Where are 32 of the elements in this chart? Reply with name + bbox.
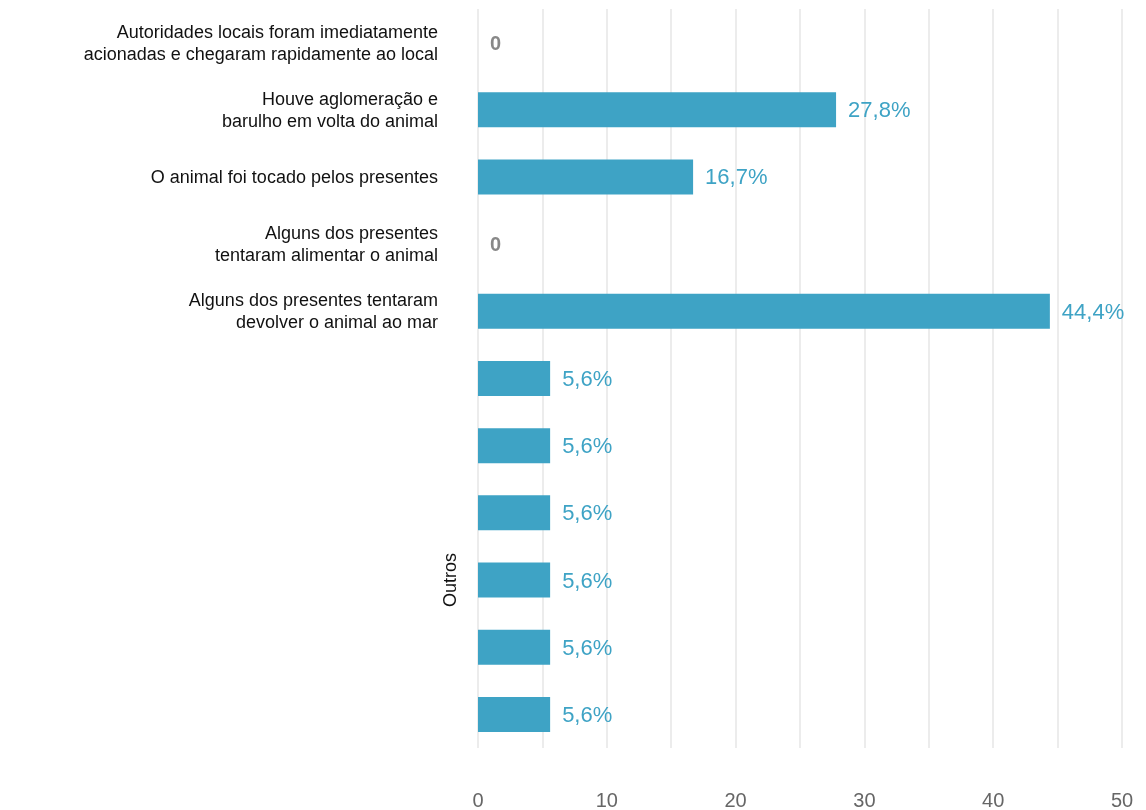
bar: [478, 495, 551, 531]
bar: [478, 696, 551, 732]
bar: [478, 293, 1050, 329]
x-tick-label: 40: [982, 789, 1005, 810]
bar: [478, 562, 551, 598]
bar: [478, 361, 551, 396]
bar: [478, 629, 551, 665]
bar: [478, 428, 551, 464]
bar: [478, 92, 837, 128]
y-tick-label: Houve aglomeração e barulho em volta do animal: [221, 88, 438, 131]
data-label: 0: [490, 233, 502, 256]
text: Outros: [440, 553, 460, 608]
x-tick-label: 0: [472, 789, 484, 810]
y-tick-label: Autoridades locais foram imediatamente acionadas e chegaram rapidamente ao local: [83, 21, 438, 64]
data-label: 5,6%: [562, 567, 613, 593]
y-tick-label: O animal foi tocado pelos presentes: [150, 166, 438, 187]
x-tick-label: 30: [853, 789, 876, 810]
data-label: 16,7%: [705, 164, 768, 190]
y-tick-label: Alguns dos presentes tentaram devolver o animal ao mar: [188, 290, 438, 333]
bar: [478, 159, 694, 195]
data-label: 5,6%: [562, 500, 613, 526]
y-tick-label: Alguns dos presentes tentaram alimentar o animal: [214, 223, 438, 266]
x-tick-label: 50: [1110, 789, 1134, 810]
x-tick-label: 10: [595, 789, 618, 810]
data-label: 0: [490, 31, 502, 54]
data-label: 5,6%: [562, 634, 613, 660]
data-label: 27,8%: [848, 97, 911, 123]
data-label: 5,6%: [562, 701, 613, 727]
data-label: 44,4%: [1061, 298, 1125, 324]
data-label: 5,6%: [562, 366, 613, 391]
x-tick-label: 20: [724, 789, 747, 810]
data-label: 5,6%: [562, 433, 613, 459]
